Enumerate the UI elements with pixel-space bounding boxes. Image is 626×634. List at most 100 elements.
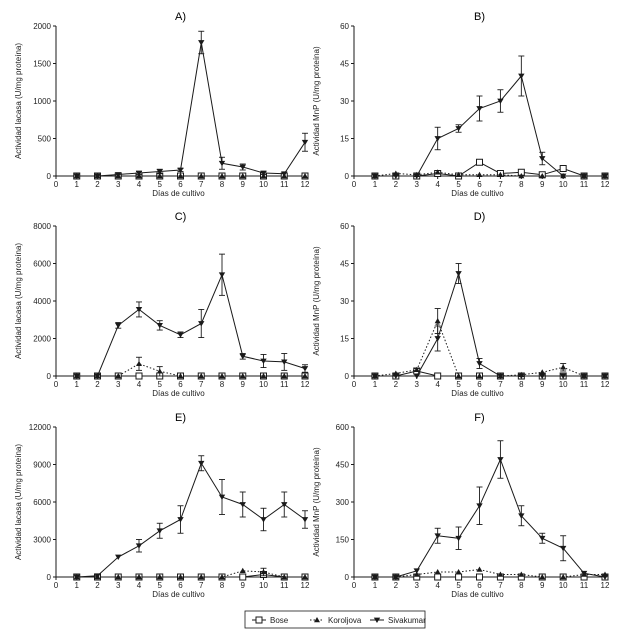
x-tick-label: 5 xyxy=(158,380,163,389)
x-axis-label: Días de cultivo xyxy=(451,189,504,198)
x-tick-label: 9 xyxy=(540,180,545,189)
x-tick-label: 2 xyxy=(394,180,399,189)
data-point xyxy=(281,574,288,580)
x-tick-label: 2 xyxy=(394,581,399,590)
y-tick-label: 150 xyxy=(336,536,350,545)
data-point xyxy=(302,574,308,580)
x-tick-label: 8 xyxy=(519,180,524,189)
data-point xyxy=(177,332,184,338)
series-koroljova xyxy=(371,169,608,179)
y-tick-label: 9000 xyxy=(33,461,51,470)
data-point xyxy=(239,502,246,508)
data-point xyxy=(413,173,420,179)
x-tick-label: 8 xyxy=(220,380,225,389)
x-tick-label: 12 xyxy=(301,581,310,590)
data-point xyxy=(497,457,504,463)
series-sivakumar xyxy=(371,263,609,379)
x-tick-label: 7 xyxy=(498,581,503,590)
data-point xyxy=(518,173,525,179)
data-point xyxy=(413,571,420,577)
y-tick-label: 15 xyxy=(340,135,349,144)
series-sivakumar xyxy=(73,455,309,580)
legend-item-bose: Bose xyxy=(252,616,289,625)
y-axis-label: Actividad lacasa (U/mg proteína) xyxy=(14,43,23,159)
x-tick-label: 6 xyxy=(178,180,183,189)
data-point xyxy=(198,173,205,179)
data-point xyxy=(156,574,163,580)
data-point xyxy=(156,322,163,329)
data-point xyxy=(476,373,483,379)
x-tick-label: 12 xyxy=(601,380,610,389)
legend-marker xyxy=(255,616,263,624)
x-tick-label: 6 xyxy=(477,581,482,590)
data-point xyxy=(476,171,483,177)
x-tick-label: 10 xyxy=(559,180,568,189)
x-axis-label: Días de cultivo xyxy=(152,189,205,198)
data-point xyxy=(260,517,267,523)
data-point xyxy=(239,567,246,573)
x-tick-label: 11 xyxy=(580,380,589,389)
data-point xyxy=(413,366,420,372)
data-point xyxy=(392,173,400,179)
x-axis-label: Días de cultivo xyxy=(451,389,504,398)
data-point xyxy=(539,369,546,375)
data-point xyxy=(539,574,546,580)
x-tick-label: 2 xyxy=(95,380,100,389)
y-tick-label: 600 xyxy=(336,423,350,432)
y-tick-label: 1500 xyxy=(33,60,51,69)
data-point xyxy=(601,173,609,179)
data-point xyxy=(281,171,288,177)
x-tick-label: 4 xyxy=(137,180,142,189)
data-point xyxy=(371,373,379,379)
data-point xyxy=(559,165,567,172)
data-point xyxy=(115,574,122,580)
data-point xyxy=(115,373,122,379)
data-point xyxy=(455,569,462,575)
data-point xyxy=(135,543,143,549)
x-tick-label: 6 xyxy=(477,380,482,389)
x-tick-label: 7 xyxy=(498,380,503,389)
data-point xyxy=(455,171,462,177)
x-tick-label: 0 xyxy=(352,180,357,189)
y-tick-label: 1000 xyxy=(33,97,51,106)
x-tick-label: 9 xyxy=(241,581,246,590)
data-point xyxy=(177,373,184,379)
data-point xyxy=(302,173,308,179)
data-point xyxy=(135,170,143,176)
data-point xyxy=(476,566,483,572)
series-line xyxy=(374,271,605,377)
legend-box xyxy=(244,610,426,629)
series-line xyxy=(76,273,306,377)
y-tick-label: 8000 xyxy=(33,222,51,231)
x-tick-label: 3 xyxy=(415,180,420,189)
series-line xyxy=(374,74,605,177)
series-koroljova xyxy=(73,356,308,379)
data-point xyxy=(601,373,609,379)
x-tick-label: 11 xyxy=(580,180,589,189)
legend: Bose Koroljova Sivakumar xyxy=(244,610,426,629)
data-point xyxy=(392,373,400,379)
x-tick-label: 5 xyxy=(456,180,461,189)
data-point xyxy=(239,573,247,581)
data-point xyxy=(518,513,525,519)
x-tick-label: 1 xyxy=(75,380,80,389)
y-tick-label: 60 xyxy=(340,22,349,31)
panel-title: E) xyxy=(175,412,186,424)
data-point xyxy=(239,373,246,379)
x-tick-label: 10 xyxy=(559,380,568,389)
x-tick-label: 8 xyxy=(220,180,225,189)
series-sivakumar xyxy=(73,253,309,379)
x-tick-label: 0 xyxy=(54,581,59,590)
x-tick-label: 7 xyxy=(199,380,204,389)
series-sivakumar xyxy=(371,55,609,179)
x-tick-label: 10 xyxy=(559,581,568,590)
series-line xyxy=(374,568,605,578)
series-sivakumar xyxy=(371,440,609,580)
series-line xyxy=(374,161,605,177)
data-point xyxy=(476,158,483,166)
data-point xyxy=(218,272,226,278)
series-line xyxy=(76,42,306,177)
panel-title: F) xyxy=(474,412,484,424)
